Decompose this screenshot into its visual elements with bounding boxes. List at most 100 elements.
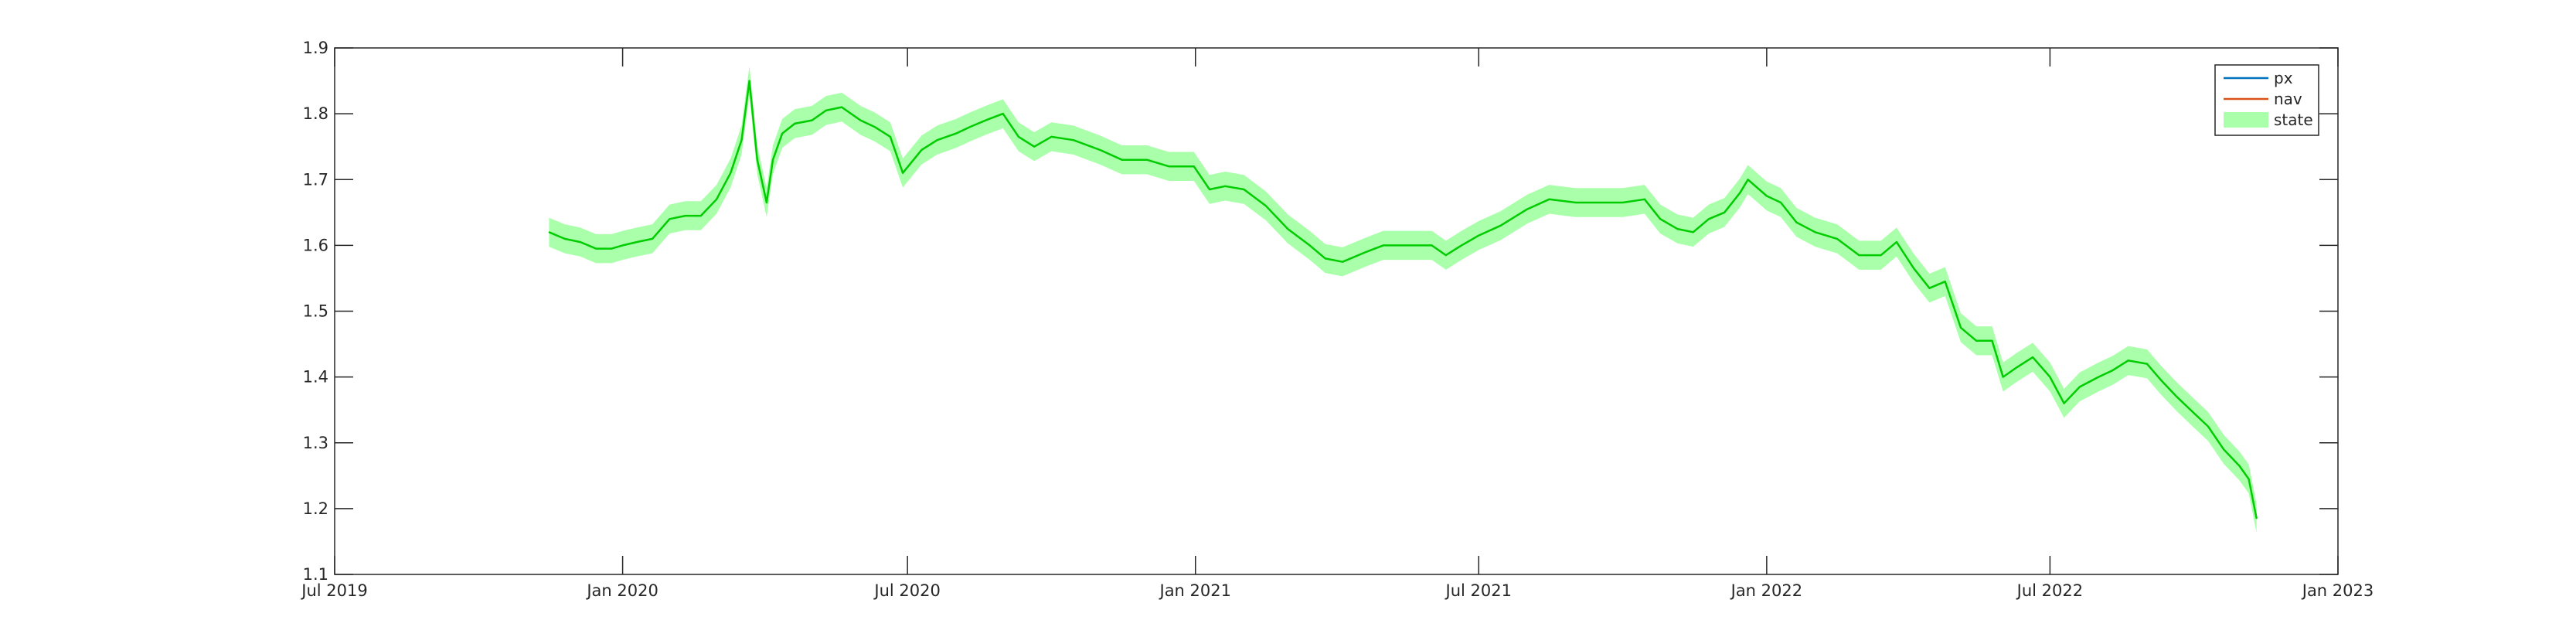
state-data-point bbox=[1621, 202, 1624, 203]
state-data-point bbox=[1975, 340, 1977, 342]
state-data-point bbox=[841, 106, 842, 108]
y-tick-label: 1.8 bbox=[303, 104, 328, 123]
x-axis-tick-labels: Jul 2019 Jan 2020 Jul 2020 Jan 2021 Jul 2021… bbox=[300, 581, 2374, 600]
x-tick-label: Jul 2021 bbox=[1445, 581, 1512, 600]
state-data-point bbox=[684, 215, 686, 216]
x-tick-label: Jan 2023 bbox=[2301, 581, 2374, 600]
state-data-point bbox=[1780, 202, 1781, 203]
state-data-point bbox=[936, 139, 938, 141]
legend-swatch-state bbox=[2224, 112, 2268, 128]
state-data-point bbox=[1461, 244, 1462, 247]
state-data-point bbox=[1766, 195, 1768, 197]
state-data-point bbox=[1033, 145, 1035, 148]
y-tick-label: 1.6 bbox=[303, 236, 328, 254]
state-data-point bbox=[1659, 218, 1661, 220]
state-data-point bbox=[1676, 228, 1679, 230]
state-data-point bbox=[825, 110, 827, 111]
state-data-point bbox=[1644, 199, 1645, 200]
state-data-point bbox=[859, 119, 862, 121]
state-data-point bbox=[1499, 225, 1502, 227]
state-data-point bbox=[2248, 478, 2250, 480]
state-data-point bbox=[1747, 179, 1749, 181]
state-data-point bbox=[636, 241, 638, 243]
state-data-point bbox=[2032, 356, 2033, 358]
state-data-point bbox=[1099, 149, 1101, 151]
state-data-point bbox=[1121, 158, 1123, 161]
state-data-point bbox=[2176, 396, 2178, 397]
y-tick-label: 1.9 bbox=[303, 39, 328, 57]
state-data-point bbox=[2016, 366, 2018, 368]
state-data-point bbox=[1342, 261, 1343, 263]
state-data-point bbox=[1308, 244, 1311, 247]
state-data-point bbox=[757, 158, 758, 161]
state-data-point bbox=[969, 126, 971, 128]
state-data-point bbox=[1597, 202, 1598, 203]
state-data-point bbox=[1287, 228, 1288, 230]
state-data-point bbox=[2098, 376, 2099, 378]
y-tick-label: 1.4 bbox=[303, 368, 328, 387]
state-data-point bbox=[1991, 340, 1993, 342]
state-data-point bbox=[1050, 136, 1053, 138]
state-data-point bbox=[2160, 380, 2162, 381]
y-tick-label: 1.1 bbox=[303, 565, 328, 584]
state-data-point bbox=[772, 158, 774, 161]
state-data-point bbox=[730, 172, 732, 174]
state-data-point bbox=[781, 132, 783, 135]
y-tick-label: 1.3 bbox=[303, 434, 328, 452]
legend: px nav state bbox=[2214, 64, 2319, 136]
state-data-point bbox=[1795, 221, 1798, 223]
y-tick-label: 1.2 bbox=[303, 499, 328, 518]
state-data-point bbox=[1209, 189, 1210, 190]
legend-label-px: px bbox=[2274, 69, 2293, 87]
axis-ticks bbox=[334, 47, 2339, 575]
state-data-point bbox=[985, 119, 987, 121]
state-data-point bbox=[794, 123, 796, 124]
state-data-point bbox=[873, 126, 876, 128]
state-data-point bbox=[2049, 376, 2051, 378]
state-data-point bbox=[1836, 238, 1838, 240]
state-data-point bbox=[2063, 402, 2065, 404]
state-data-point bbox=[669, 218, 671, 220]
state-data-point bbox=[1858, 254, 1860, 256]
state-data-point bbox=[1243, 189, 1245, 190]
state-data-point bbox=[1265, 205, 1267, 207]
state-data-point bbox=[652, 238, 653, 240]
x-tick-label: Jul 2020 bbox=[873, 581, 940, 600]
state-data-point bbox=[1526, 208, 1528, 210]
state-data-point bbox=[1445, 254, 1447, 256]
state-data-point bbox=[1814, 231, 1816, 233]
state-data-point bbox=[1960, 327, 1962, 329]
state-data-point bbox=[580, 241, 581, 243]
state-data-point bbox=[1431, 244, 1433, 247]
y-tick-label: 1.5 bbox=[303, 302, 328, 321]
state-data-point bbox=[1404, 244, 1406, 247]
state-data-point bbox=[2146, 363, 2148, 365]
state-data-point bbox=[1913, 267, 1914, 270]
state-data-point bbox=[1478, 234, 1480, 237]
state-data-point bbox=[1365, 251, 1367, 253]
state-data-point bbox=[1018, 136, 1019, 138]
state-data-point bbox=[1739, 192, 1741, 194]
state-data-point bbox=[1692, 231, 1694, 233]
state-data-point bbox=[2207, 425, 2209, 428]
state-data-point bbox=[2127, 359, 2129, 362]
x-tick-label: Jul 2019 bbox=[300, 581, 367, 600]
state-data-point bbox=[890, 136, 891, 138]
state-data-point bbox=[2223, 448, 2224, 451]
state-data-point bbox=[2079, 386, 2081, 388]
x-tick-label: Jan 2022 bbox=[1730, 581, 1803, 600]
state-data-point bbox=[1383, 244, 1384, 247]
state-data-point bbox=[1168, 165, 1170, 167]
legend-label-state: state bbox=[2274, 111, 2313, 129]
state-data-point bbox=[611, 247, 613, 250]
state-data-point bbox=[766, 202, 767, 203]
state-data-point bbox=[955, 132, 957, 135]
state-data-point bbox=[1928, 287, 1931, 289]
state-data-point bbox=[1896, 241, 1897, 243]
state-data-point bbox=[2193, 412, 2195, 414]
state-data-point bbox=[700, 215, 702, 216]
state-data-point bbox=[1575, 202, 1577, 203]
state-data-point bbox=[811, 119, 813, 121]
state-data-point bbox=[902, 172, 903, 174]
state-data-point bbox=[563, 238, 566, 240]
